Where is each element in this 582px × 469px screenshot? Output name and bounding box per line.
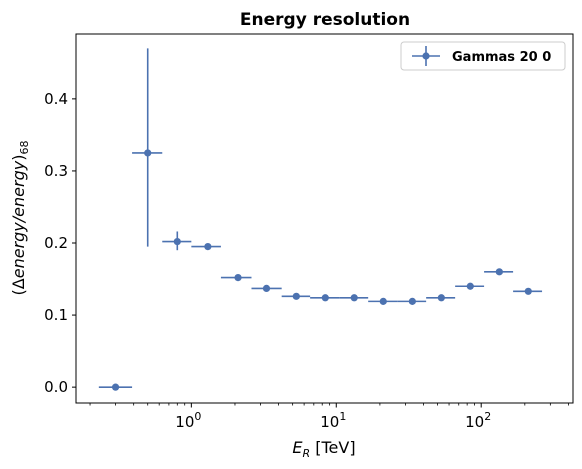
data-marker bbox=[379, 297, 387, 305]
data-point bbox=[310, 294, 340, 302]
x-tick-base: 10 bbox=[465, 413, 484, 431]
data-marker bbox=[350, 294, 358, 302]
data-marker bbox=[408, 297, 416, 305]
data-point bbox=[132, 48, 163, 247]
y-axis-label-sub: 68 bbox=[18, 141, 31, 155]
data-point bbox=[191, 243, 221, 251]
data-point bbox=[339, 294, 369, 302]
y-axis-label-quantity: energy/energy bbox=[9, 160, 28, 278]
y-tick-label: 0.3 bbox=[44, 162, 68, 180]
x-tick-label: 102 bbox=[465, 410, 491, 431]
x-tick-exponent: 0 bbox=[194, 410, 201, 423]
x-tick-exponent: 2 bbox=[484, 410, 491, 423]
legend: Gammas 20 0 bbox=[400, 41, 566, 71]
data-marker bbox=[466, 282, 474, 290]
data-marker bbox=[262, 284, 271, 293]
x-axis-label-unit: [TeV] bbox=[310, 438, 355, 457]
y-axis-label-delta: Δ bbox=[9, 278, 28, 289]
data-marker bbox=[524, 287, 532, 295]
y-axis-label-close: ) bbox=[9, 155, 28, 161]
data-marker bbox=[437, 294, 445, 302]
x-axis-label-sub: R bbox=[303, 447, 311, 460]
x-tick-label: 101 bbox=[320, 410, 346, 431]
data-point bbox=[251, 284, 282, 293]
data-marker bbox=[234, 273, 242, 282]
data-marker bbox=[204, 243, 212, 251]
data-point bbox=[368, 297, 398, 305]
y-axis-label-open: ( bbox=[9, 289, 28, 295]
data-marker bbox=[173, 237, 181, 246]
x-axis: 100 101 102 bbox=[89, 403, 569, 431]
chart-title: Energy resolution bbox=[240, 10, 410, 30]
y-tick-label: 0.2 bbox=[44, 234, 68, 252]
legend-marker-point bbox=[422, 52, 430, 60]
data-marker bbox=[495, 268, 503, 276]
data-marker bbox=[321, 294, 329, 302]
data-point bbox=[426, 294, 456, 302]
axes-frame bbox=[75, 33, 574, 404]
legend-box bbox=[400, 41, 566, 71]
data-point bbox=[281, 292, 311, 300]
data-point bbox=[220, 273, 252, 282]
y-axis-label: (Δenergy/energy)68 bbox=[9, 141, 31, 296]
y-tick-label: 0.4 bbox=[44, 90, 68, 108]
x-axis-label: ER [TeV] bbox=[292, 438, 355, 460]
data-point bbox=[455, 282, 485, 290]
data-point bbox=[98, 383, 133, 391]
x-tick-base: 10 bbox=[320, 413, 339, 431]
x-tick-base: 10 bbox=[175, 413, 194, 431]
legend-label: Gammas 20 0 bbox=[452, 50, 551, 65]
plot-area bbox=[98, 48, 543, 391]
data-marker bbox=[292, 292, 300, 300]
y-tick-label: 0.0 bbox=[44, 378, 68, 396]
data-point bbox=[513, 287, 543, 295]
data-point bbox=[484, 268, 514, 276]
x-tick-label: 100 bbox=[175, 410, 201, 431]
y-tick-label: 0.1 bbox=[44, 306, 68, 324]
data-point bbox=[397, 297, 427, 305]
y-axis: 0.0 0.1 0.2 0.3 0.4 bbox=[44, 90, 76, 396]
data-marker bbox=[111, 383, 120, 391]
data-marker bbox=[144, 149, 152, 157]
x-axis-label-main: E bbox=[292, 438, 303, 457]
x-tick-exponent: 1 bbox=[339, 410, 346, 423]
data-point bbox=[162, 231, 192, 251]
